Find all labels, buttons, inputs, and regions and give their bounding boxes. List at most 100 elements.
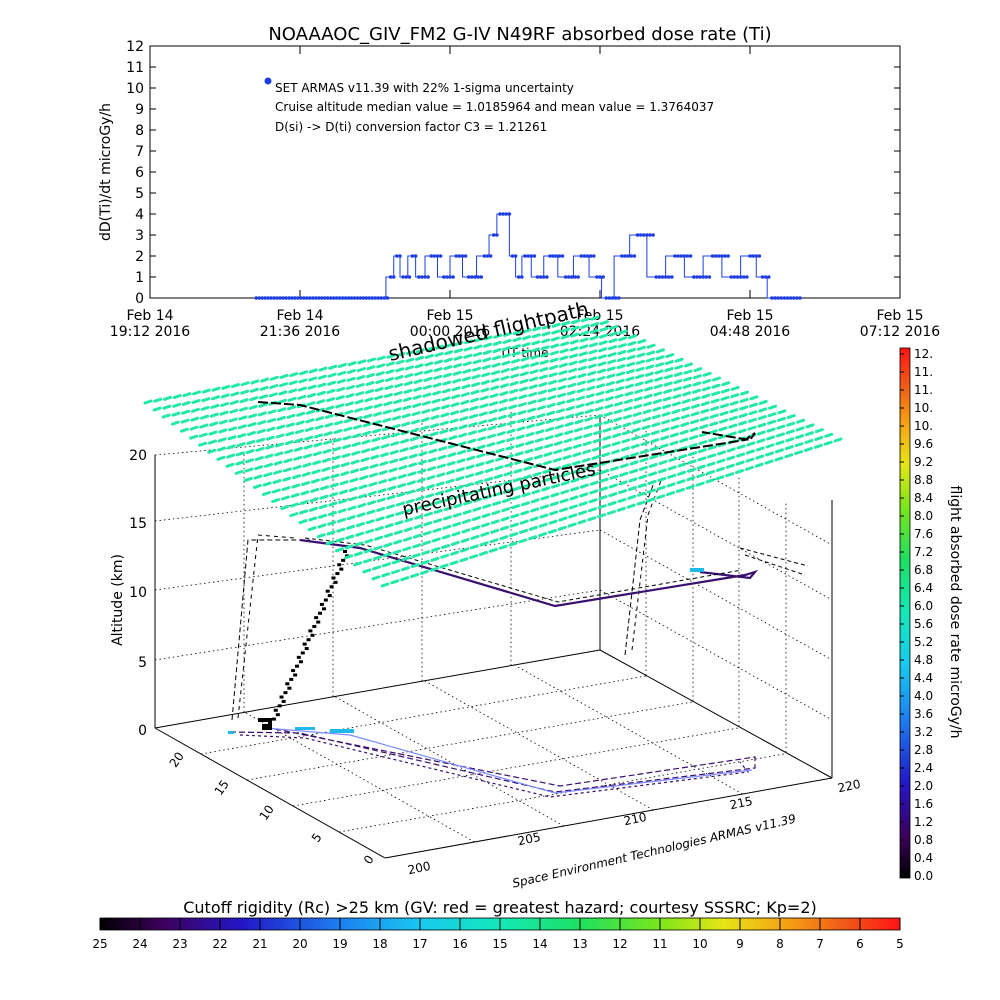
surface-cell [411, 411, 421, 417]
surface-cell [756, 430, 766, 436]
right-cb-tick-label: 12. [914, 347, 933, 361]
data-point [463, 254, 468, 258]
surface-cell [519, 519, 529, 525]
surface-cell [358, 484, 368, 490]
surface-cell [266, 426, 276, 432]
surface-cell [631, 435, 641, 441]
surface-cell [288, 388, 298, 394]
data-point [707, 275, 712, 279]
data-point [328, 296, 333, 300]
surface-cell [262, 481, 272, 487]
surface-cell [537, 389, 547, 395]
surface-cell [520, 510, 530, 516]
data-point [576, 275, 580, 279]
surface-cell [299, 509, 309, 515]
surface-cell [617, 497, 627, 503]
surface-cell [683, 376, 693, 382]
surface-cell [680, 421, 690, 427]
bottom-cb-tick-label: 18 [372, 937, 387, 951]
surface-cell [465, 464, 475, 470]
surface-cell [650, 438, 660, 444]
surface-cell [182, 392, 192, 398]
surface-cell [190, 407, 200, 413]
surface-cell [557, 385, 567, 391]
data-point [416, 275, 421, 279]
surface-cell [364, 389, 374, 395]
data-point [532, 254, 537, 258]
surface-cell [362, 422, 372, 428]
surface-cell [483, 485, 493, 491]
surface-cell [542, 460, 552, 466]
surface-cell [522, 474, 532, 480]
surface-cell [340, 462, 350, 468]
data-point [766, 275, 771, 279]
surface-cell [436, 472, 446, 478]
lon-tick-label: 200 [407, 859, 432, 877]
surface-cell [690, 411, 700, 417]
surface-cell [406, 489, 416, 495]
data-point [566, 275, 571, 279]
climb-point [333, 580, 338, 584]
data-point [541, 275, 546, 279]
lat-tick-label: 5 [309, 831, 325, 845]
surface-cell [414, 363, 424, 369]
data-point [349, 296, 354, 300]
surface-cell [367, 357, 376, 363]
surface-cell [541, 324, 551, 330]
surface-cell [473, 497, 483, 503]
right-cb-tick-label: 4.8 [914, 653, 933, 667]
surface-cell [336, 386, 346, 392]
surface-cell [415, 355, 425, 361]
surface-cell [492, 491, 502, 497]
surface-cell [579, 344, 589, 350]
data-point [504, 212, 509, 216]
surface-cell [518, 394, 528, 400]
climb-point [327, 594, 332, 598]
surface-cell [312, 451, 322, 457]
surface-cell [495, 448, 505, 454]
surface-cell [235, 451, 245, 457]
ground-markers [228, 727, 354, 734]
data-point [795, 296, 799, 300]
surface-cell [648, 471, 658, 477]
data-point [754, 254, 759, 258]
surface-cell [814, 435, 824, 441]
surface-cell [362, 558, 372, 564]
surface-cell [385, 361, 395, 367]
surface-cell [509, 522, 519, 528]
z-tick-label: 15 [129, 516, 147, 532]
surface-cell [444, 487, 454, 493]
bottom-cb-tick-label: 9 [736, 937, 744, 951]
right-cb-tick-label: 3.2 [914, 725, 933, 739]
surface-cell [756, 438, 766, 444]
surface-cell [510, 373, 520, 379]
surface-cell [321, 457, 331, 463]
surface-cell [541, 477, 551, 483]
data-point [716, 254, 721, 258]
right-cb-tick-label: 6.0 [914, 599, 933, 613]
surface-cell [440, 412, 450, 418]
surface-cell [409, 444, 419, 450]
surface-cell [245, 458, 255, 464]
surface-cell [572, 452, 582, 458]
gridline [599, 469, 833, 601]
surface-cell [747, 425, 757, 431]
y-tick-label: 6 [135, 165, 144, 181]
surface-cell [462, 509, 472, 515]
surface-cell [535, 429, 545, 435]
climb-point [287, 686, 292, 690]
surface-cell [559, 498, 569, 504]
surface-cell [531, 333, 541, 339]
surface-cell [338, 498, 348, 504]
surface-cell [515, 434, 525, 440]
surface-cell [662, 404, 672, 410]
surface-cell [571, 469, 581, 475]
surface-cell [308, 516, 318, 522]
surface-cell [326, 388, 336, 394]
surface-cell [376, 355, 386, 361]
surface-cell [373, 403, 383, 409]
climb-point [295, 664, 299, 668]
surface-cell [738, 413, 748, 419]
surface-cell [538, 374, 548, 380]
